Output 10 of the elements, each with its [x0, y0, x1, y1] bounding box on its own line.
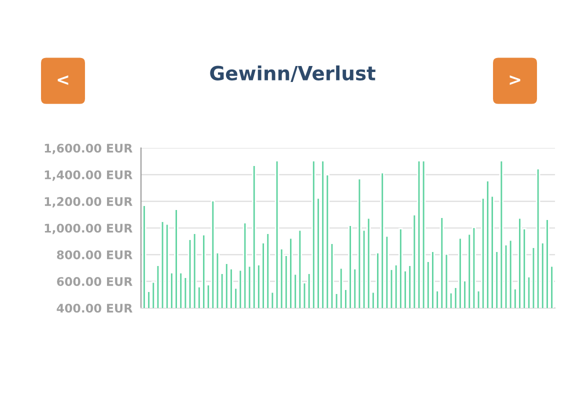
chart-title: Gewinn/Verlust [210, 65, 376, 82]
y-tick-label: 1,200.00 EUR [44, 197, 132, 208]
y-tick-label: 400.00 EUR [56, 304, 132, 313]
text: > [510, 75, 520, 85]
y-tick-label: 600.00 EUR [56, 277, 132, 286]
y-tick-label: 1,600.00 EUR [44, 144, 132, 154]
text: < [58, 75, 68, 85]
y-tick-label: 800.00 EUR [56, 250, 132, 260]
y-tick-label: 1,400.00 EUR [44, 170, 132, 181]
y-tick-label: 1,000.00 EUR [44, 224, 132, 234]
